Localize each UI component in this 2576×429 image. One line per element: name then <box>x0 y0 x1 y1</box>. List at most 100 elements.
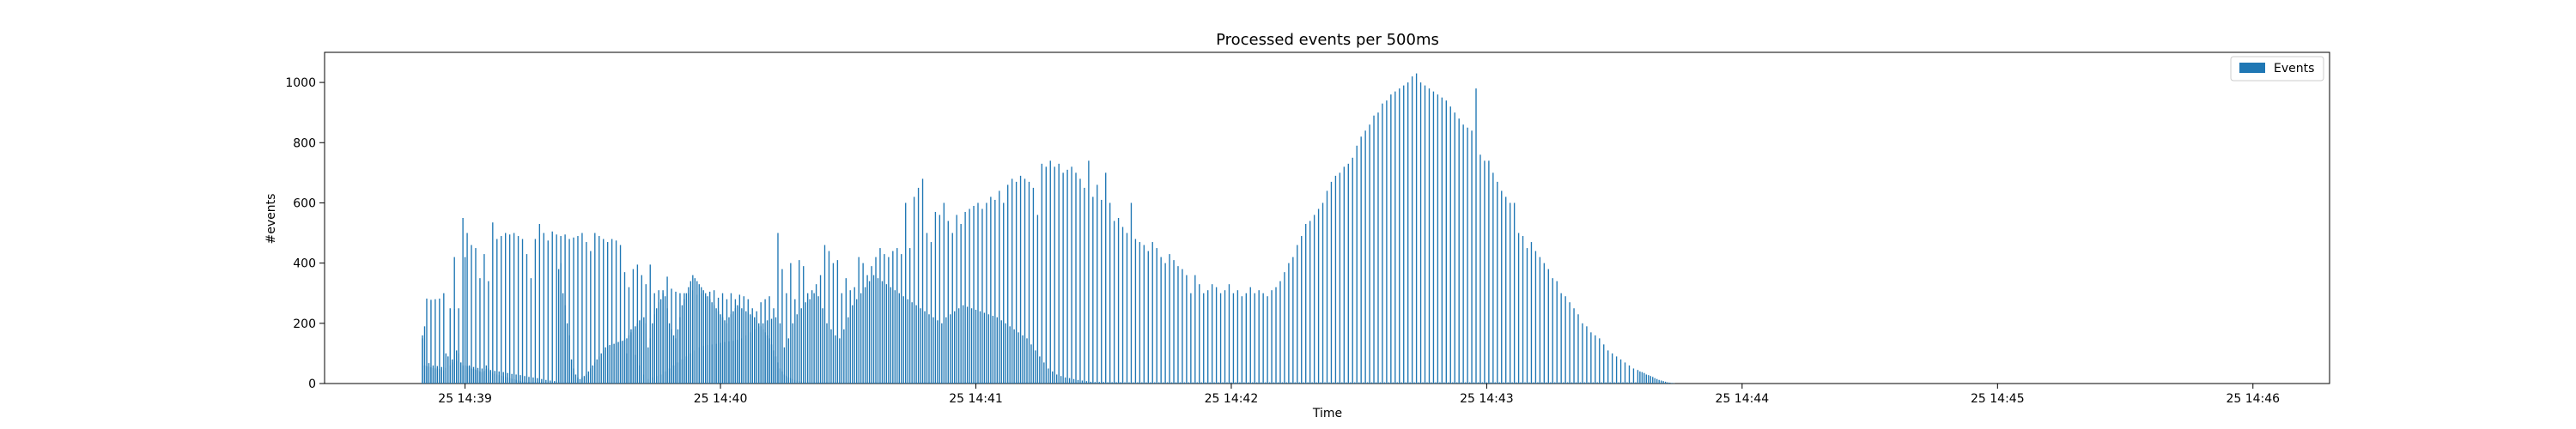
bar <box>598 356 600 384</box>
bar <box>587 371 590 384</box>
bar <box>862 382 864 384</box>
bar <box>1056 382 1058 384</box>
x-tick-label: 25 14:45 <box>1971 392 2025 406</box>
bar <box>1370 382 1373 384</box>
bar <box>939 214 941 384</box>
bar <box>1000 320 1002 384</box>
bar <box>1226 382 1228 384</box>
bar <box>502 376 504 384</box>
bar <box>896 248 898 384</box>
bar <box>1660 380 1662 384</box>
bar <box>1352 157 1353 384</box>
bar <box>890 382 892 384</box>
bar <box>1075 382 1077 384</box>
bar <box>786 293 787 384</box>
bar <box>436 368 439 384</box>
bar <box>551 382 553 384</box>
bar <box>1139 242 1141 384</box>
bar <box>1019 382 1022 384</box>
bar <box>554 382 556 384</box>
bar <box>803 266 805 384</box>
bar <box>1464 382 1467 384</box>
bar <box>822 308 823 384</box>
bar <box>779 323 781 384</box>
bar <box>1064 377 1066 384</box>
bar <box>443 370 445 384</box>
bar <box>526 254 528 384</box>
bar <box>930 382 933 384</box>
bar <box>777 233 779 384</box>
bar <box>534 382 537 384</box>
bar <box>1079 178 1081 384</box>
bar <box>483 371 485 384</box>
bar <box>1350 382 1352 384</box>
bar <box>937 320 939 384</box>
bar <box>898 293 900 384</box>
bar <box>908 248 911 384</box>
bar <box>1105 382 1107 384</box>
bar <box>986 382 987 384</box>
y-tick-label: 200 <box>293 317 316 331</box>
bar <box>1379 382 1382 384</box>
bar <box>905 382 907 384</box>
bar <box>975 310 977 384</box>
bar <box>1575 382 1577 384</box>
bar <box>1085 381 1088 384</box>
bar <box>1222 382 1224 384</box>
bar <box>1485 382 1488 384</box>
bar <box>781 371 783 384</box>
bar <box>1092 382 1094 384</box>
bar <box>452 362 453 384</box>
bar <box>1049 160 1051 384</box>
bar <box>1062 172 1064 384</box>
bar <box>1045 382 1047 384</box>
bar <box>811 382 813 384</box>
bar <box>894 382 896 384</box>
bar <box>1054 382 1055 384</box>
bar <box>643 317 645 384</box>
bar <box>1166 382 1169 384</box>
bar <box>896 382 898 384</box>
bar <box>1343 166 1346 384</box>
bar <box>541 378 543 384</box>
bar <box>1213 382 1215 384</box>
bar <box>809 299 811 384</box>
bar <box>822 382 823 384</box>
bar <box>1137 382 1139 384</box>
legend: Events <box>2230 56 2324 82</box>
bar <box>1192 382 1194 384</box>
bar <box>488 281 489 384</box>
bar <box>1668 382 1671 384</box>
bar <box>803 382 805 384</box>
bar <box>1652 377 1654 384</box>
bar <box>517 236 519 384</box>
bar <box>449 365 451 384</box>
bar <box>613 343 615 384</box>
bar <box>1390 94 1392 384</box>
bar <box>423 326 426 384</box>
bar <box>845 278 847 384</box>
bar <box>1592 382 1595 384</box>
bar <box>1035 350 1036 384</box>
bar <box>577 377 579 384</box>
bar <box>1028 382 1030 384</box>
bar <box>807 382 809 384</box>
bar <box>1658 379 1660 384</box>
bar <box>894 290 896 384</box>
bar <box>854 287 855 384</box>
y-tick-label: 800 <box>293 136 316 150</box>
bar <box>492 372 494 384</box>
bar <box>738 306 741 384</box>
bar <box>1022 335 1024 384</box>
bar <box>1601 382 1602 384</box>
bar <box>977 202 979 384</box>
bar <box>939 382 941 384</box>
bar <box>849 382 851 384</box>
bar <box>683 299 685 384</box>
bar <box>592 365 593 384</box>
bar <box>1468 382 1471 384</box>
bar <box>790 263 792 384</box>
bar <box>1366 382 1369 384</box>
bar <box>1101 199 1103 384</box>
bar <box>807 293 809 384</box>
